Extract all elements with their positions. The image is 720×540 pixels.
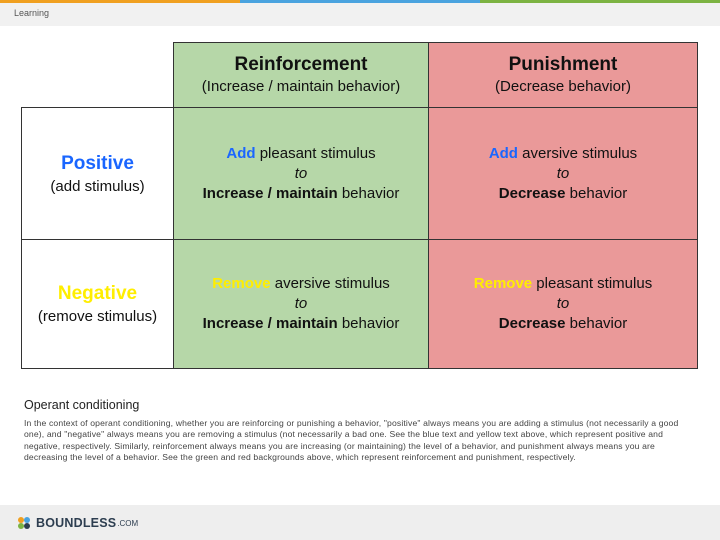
cell-connector: to (294, 295, 308, 312)
cell-connector: to (556, 164, 570, 182)
breadcrumb[interactable]: Learning (14, 8, 50, 18)
cell-effect: Decrease (498, 315, 566, 332)
accent-stripe-orange (0, 0, 240, 3)
cell-action-line: Remove pleasant stimulus (474, 274, 652, 294)
cell-effect-tail: behavior (337, 184, 400, 202)
row-title: Positive (61, 152, 134, 174)
row-subtitle: (remove stimulus) (37, 308, 158, 325)
cell-effect-tail: behavior (337, 315, 400, 332)
logo-text: BOUNDLESS (36, 516, 117, 530)
cell-connector: to (556, 295, 570, 312)
cell-action-line: Add pleasant stimulus (226, 144, 375, 164)
caption-text: In the context of operant conditioning, … (24, 418, 679, 462)
header-reinforcement: Reinforcement (Increase / maintain behav… (173, 42, 429, 108)
caption-title: Operant conditioning (24, 398, 140, 412)
boundless-logo-icon (18, 517, 30, 529)
cell-object: pleasant stimulus (255, 144, 376, 162)
operant-conditioning-table: Reinforcement (Increase / maintain behav… (21, 42, 698, 369)
top-bar: Learning (0, 0, 720, 26)
accent-stripe-blue (240, 0, 480, 3)
header-title: Reinforcement (234, 54, 368, 75)
cell-verb: Add (488, 144, 518, 162)
cell-effect-line: Decrease behavior (499, 314, 627, 334)
header-subtitle: (Increase / maintain behavior) (201, 78, 401, 95)
cell-effect: Decrease (498, 184, 566, 202)
cell-verb: Remove (473, 275, 533, 292)
cell-object: aversive stimulus (517, 144, 638, 162)
cell-effect: Increase / maintain (202, 184, 338, 202)
cell-effect-line: Decrease behavior (499, 184, 627, 204)
cell-effect-tail: behavior (565, 315, 628, 332)
header-punishment: Punishment (Decrease behavior) (428, 42, 698, 108)
header-subtitle: (Decrease behavior) (495, 78, 631, 95)
cell-verb: Remove (212, 275, 271, 292)
row-subtitle: (add stimulus) (50, 177, 145, 195)
cell-effect: Increase / maintain (202, 315, 338, 332)
cell-positive-punishment: Add aversive stimulus to Decrease behavi… (428, 107, 698, 240)
cell-action-line: Add aversive stimulus (489, 144, 637, 164)
logo-suffix: .COM (117, 518, 139, 528)
cell-effect-tail: behavior (565, 184, 628, 202)
row-title: Negative (57, 283, 138, 304)
boundless-logo[interactable]: BOUNDLESS .COM (16, 514, 138, 532)
header-title: Punishment (508, 54, 618, 75)
cell-negative-punishment: Remove pleasant stimulus to Decrease beh… (428, 239, 698, 369)
cell-verb: Add (226, 144, 256, 162)
footer: BOUNDLESS .COM (0, 505, 720, 540)
cell-object: pleasant stimulus (532, 275, 653, 292)
cell-effect-line: Increase / maintain behavior (203, 314, 400, 334)
cell-object: aversive stimulus (270, 275, 390, 292)
cell-negative-reinforcement: Remove aversive stimulus to Increase / m… (173, 239, 429, 369)
row-header-negative: Negative (remove stimulus) (21, 239, 174, 369)
cell-connector: to (294, 164, 308, 182)
accent-stripe-green (480, 0, 720, 3)
cell-effect-line: Increase / maintain behavior (203, 184, 400, 204)
cell-action-line: Remove aversive stimulus (212, 274, 390, 294)
cell-positive-reinforcement: Add pleasant stimulus to Increase / main… (173, 107, 429, 240)
row-header-positive: Positive (add stimulus) (21, 107, 174, 240)
